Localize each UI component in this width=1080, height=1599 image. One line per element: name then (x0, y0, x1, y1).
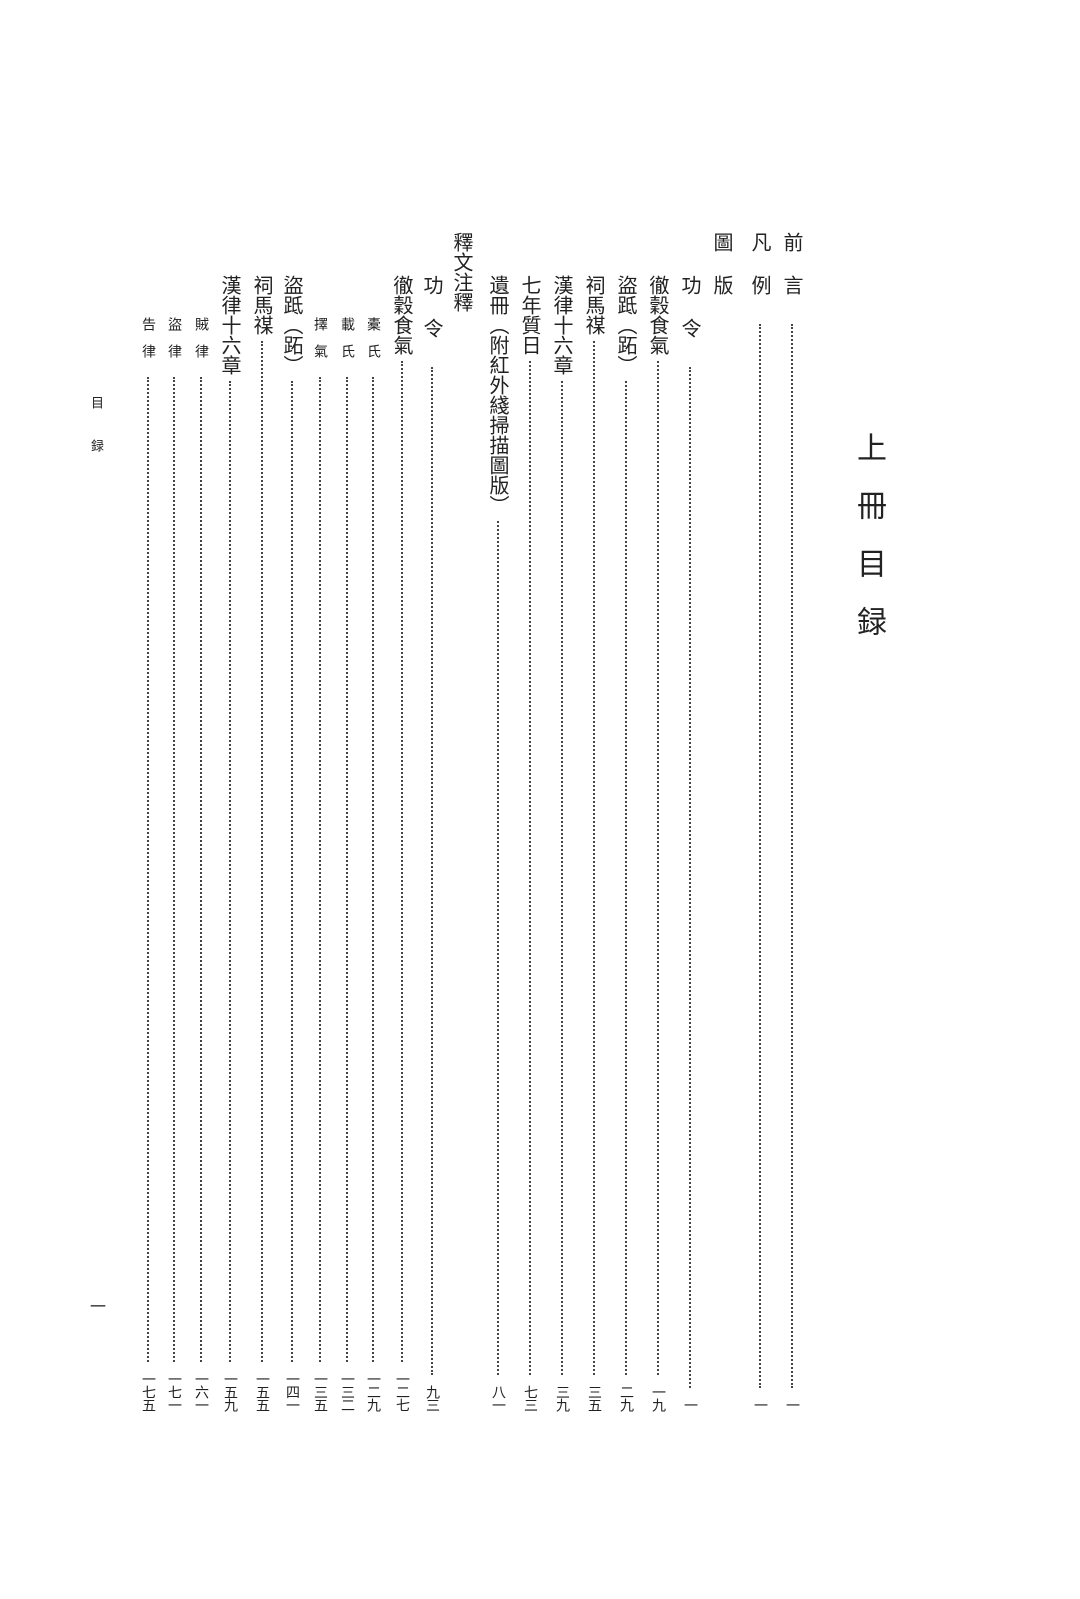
entry-page: 一 (752, 1398, 768, 1411)
entry-page: 七三 (522, 1385, 538, 1411)
entry-label: 盜䟡（跖） (614, 275, 638, 375)
toc-entry[interactable]: 漢律十六章 一五九 (218, 275, 242, 1411)
entry-label: 徹穀食氣 (390, 275, 414, 355)
entry-label: 祠馬禖 (582, 275, 606, 335)
entry-page: 一五五 (254, 1372, 270, 1411)
dot-leader (346, 377, 348, 1362)
toc-entry[interactable]: 擇氣 一三五 (312, 317, 328, 1411)
entry-label: 功令 (420, 275, 444, 361)
entry-page: 一四一 (284, 1372, 300, 1411)
toc-entry[interactable]: 七年質日 七三 (518, 275, 542, 1411)
toc-entry[interactable]: 盜䟡（跖） 一四一 (280, 275, 304, 1411)
dot-leader (173, 377, 175, 1362)
dot-leader (759, 324, 761, 1388)
entry-page: 一二九 (365, 1372, 381, 1411)
dot-leader (291, 381, 293, 1362)
toc-entry[interactable]: 告律 一七五 (140, 317, 156, 1411)
entry-page: 一三五 (312, 1372, 328, 1411)
dot-leader (319, 377, 321, 1362)
entry-page: 一六一 (193, 1372, 209, 1411)
dot-leader (593, 341, 595, 1375)
entry-label: 功令 (678, 275, 702, 361)
entry-label: 七年質日 (518, 275, 542, 355)
toc-entry[interactable]: 功令 九三 (420, 275, 444, 1411)
entry-label: 告律 (140, 317, 156, 371)
dot-leader (529, 361, 531, 1375)
entry-page: 八一 (490, 1385, 506, 1411)
entry-page: 一七五 (140, 1372, 156, 1411)
dot-leader (497, 521, 499, 1375)
toc-entry[interactable]: 祠馬禖 三五 (582, 275, 606, 1411)
page-title: 上冊目録 (851, 432, 886, 664)
dot-leader (200, 377, 202, 1362)
entry-label: 賊律 (193, 317, 209, 371)
entry-label: 前言 (780, 232, 804, 318)
section-heading: 圖版 (710, 232, 734, 318)
toc-entry[interactable]: 載氏 一三二 (339, 317, 355, 1411)
dot-leader (147, 377, 149, 1362)
entry-label: 載氏 (339, 317, 355, 371)
dot-leader (791, 324, 793, 1388)
entry-page: 一 (682, 1398, 698, 1411)
dot-leader (561, 381, 563, 1375)
toc-entry[interactable]: 祠馬禖 一五五 (250, 275, 274, 1411)
entry-label: 盜䟡（跖） (280, 275, 304, 375)
toc-entry[interactable]: 遺冊（附紅外綫掃描圖版） 八一 (486, 275, 510, 1411)
running-head: 目録 (88, 396, 103, 482)
entry-label: 凡例 (748, 232, 772, 318)
page-number: 一 (90, 1297, 107, 1316)
entry-label: 祠馬禖 (250, 275, 274, 335)
dot-leader (657, 361, 659, 1375)
entry-page: 一二七 (394, 1372, 410, 1411)
toc-entry[interactable]: 盜律 一七一 (166, 317, 182, 1411)
toc-entry[interactable]: 漢律十六章 三九 (550, 275, 574, 1411)
toc-entry[interactable]: 功令一 (678, 275, 702, 1411)
dot-leader (372, 377, 374, 1362)
toc-entry[interactable]: 盜䟡（跖） 二九 (614, 275, 638, 1411)
entry-page: 九三 (424, 1385, 440, 1411)
entry-label: 盜律 (166, 317, 182, 371)
entry-label: 漢律十六章 (550, 275, 574, 375)
entry-page: 一七一 (166, 1372, 182, 1411)
dot-leader (401, 361, 403, 1362)
entry-label: 漢律十六章 (218, 275, 242, 375)
entry-page: 一 (784, 1398, 800, 1411)
section-heading: 釋文注釋 (450, 232, 474, 312)
entry-label: 徹穀食氣 (646, 275, 670, 355)
toc-entry[interactable]: 橐氏 一二九 (365, 317, 381, 1411)
dot-leader (431, 367, 433, 1375)
entry-label: 遺冊（附紅外綫掃描圖版） (486, 275, 510, 515)
entry-page: 一五九 (222, 1372, 238, 1411)
entry-page: 三五 (586, 1385, 602, 1411)
toc-entry[interactable]: 賊律 一六一 (193, 317, 209, 1411)
entry-label: 橐氏 (365, 317, 381, 371)
toc-entry[interactable]: 前言一 (780, 232, 804, 1411)
toc-entry[interactable]: 徹穀食氣 一九 (646, 275, 670, 1411)
toc-entry[interactable]: 凡例一 (748, 232, 772, 1411)
dot-leader (229, 381, 231, 1362)
entry-label: 擇氣 (312, 317, 328, 371)
entry-page: 一三二 (339, 1372, 355, 1411)
dot-leader (261, 341, 263, 1362)
entry-page: 三九 (554, 1385, 570, 1411)
entry-page: 二九 (618, 1385, 634, 1411)
dot-leader (625, 381, 627, 1375)
entry-page: 一九 (650, 1385, 666, 1411)
dot-leader (689, 367, 691, 1388)
toc-entry[interactable]: 徹穀食氣 一二七 (390, 275, 414, 1411)
